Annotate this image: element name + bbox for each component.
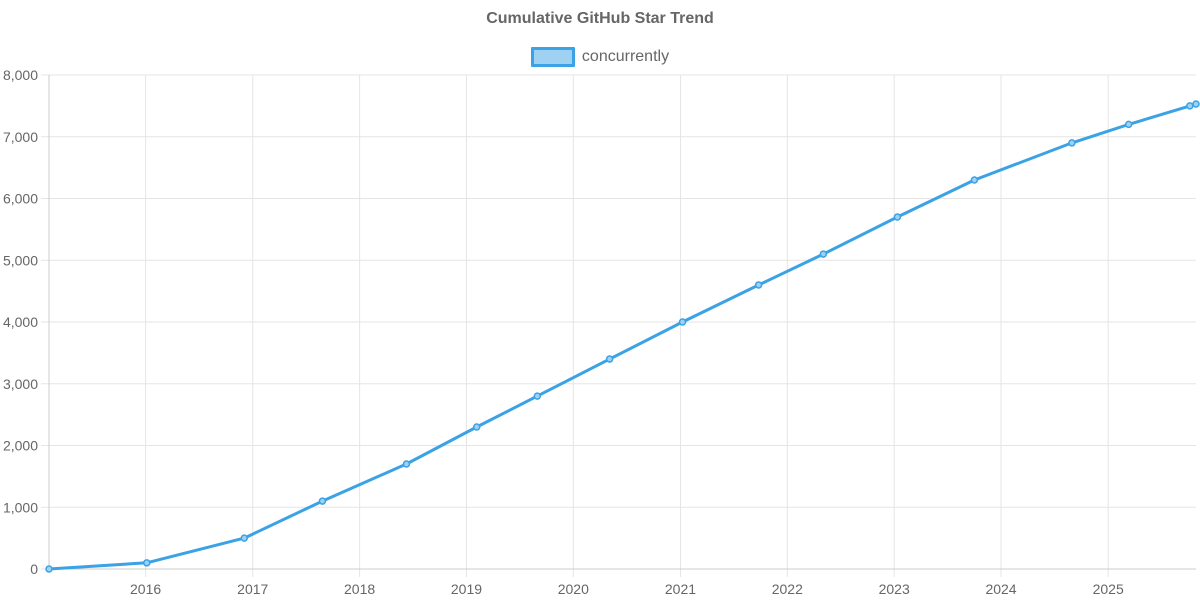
chart-title: Cumulative GitHub Star Trend [486, 10, 714, 27]
data-point[interactable] [1186, 102, 1194, 110]
data-point[interactable] [819, 250, 828, 258]
data-point[interactable] [472, 423, 481, 431]
data-point[interactable] [605, 355, 614, 363]
data-point[interactable] [970, 176, 979, 184]
x-tick-label: 2025 [1093, 581, 1124, 597]
x-tick-label: 2023 [879, 581, 910, 597]
y-tick-label: 5,000 [3, 252, 38, 268]
data-point[interactable] [45, 565, 53, 573]
x-tick-label: 2021 [665, 581, 696, 597]
y-tick-label: 6,000 [3, 191, 38, 207]
y-tick-label: 1,000 [3, 499, 38, 515]
x-tick-label: 2022 [772, 581, 803, 597]
legend: concurrently [0, 47, 1200, 67]
data-point[interactable] [402, 460, 411, 468]
legend-item-concurrently[interactable]: concurrently [530, 47, 670, 67]
x-tick-label: 2018 [344, 581, 375, 597]
y-tick-label: 3,000 [3, 376, 38, 392]
y-tick-label: 0 [30, 561, 38, 577]
data-point[interactable] [1124, 120, 1133, 129]
x-tick-label: 2020 [558, 581, 589, 597]
legend-swatch [530, 47, 575, 67]
x-tick-label: 2017 [237, 581, 268, 597]
data-point[interactable] [1192, 100, 1200, 108]
data-point[interactable] [533, 392, 542, 400]
x-tick-label: 2019 [451, 581, 482, 597]
y-tick-label: 7,000 [3, 129, 38, 145]
data-point[interactable] [678, 318, 687, 326]
data-point[interactable] [240, 534, 249, 542]
y-tick-label: 4,000 [3, 314, 38, 330]
data-point[interactable] [143, 559, 151, 567]
x-tick-label: 2016 [130, 581, 161, 597]
y-tick-label: 8,000 [3, 67, 38, 83]
legend-label: concurrently [581, 48, 670, 65]
y-tick-label: 2,000 [3, 438, 38, 454]
series-line-concurrently [48, 102, 1197, 571]
data-point[interactable] [318, 497, 327, 505]
x-tick-label: 2024 [985, 581, 1016, 597]
data-point[interactable] [754, 281, 763, 289]
data-point[interactable] [1068, 139, 1076, 147]
data-point[interactable] [893, 213, 902, 221]
